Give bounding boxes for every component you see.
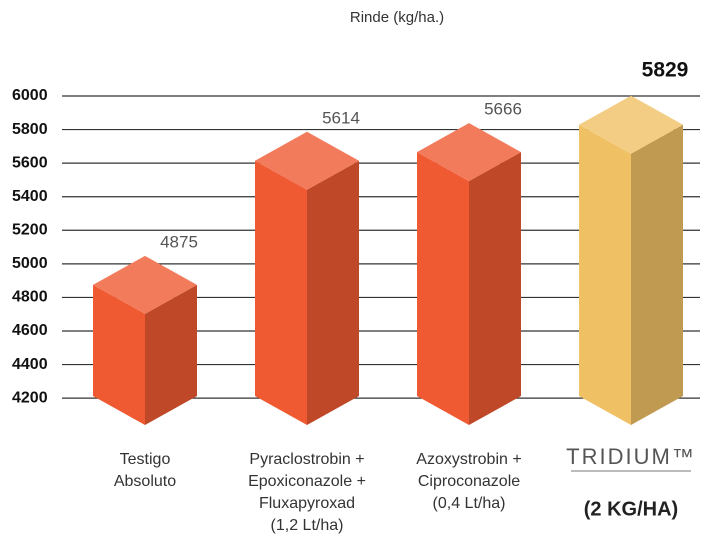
y-tick-label: 5600 xyxy=(12,154,48,171)
bar-front xyxy=(93,284,145,425)
x-tick-label: Azoxystrobin + xyxy=(416,451,521,468)
y-tick-label: 4800 xyxy=(12,289,48,306)
x-tick-label: Absoluto xyxy=(114,473,176,490)
x-tick-label: (2 KG/HA) xyxy=(584,498,678,520)
bar-top xyxy=(579,95,683,154)
value-label: 5666 xyxy=(484,100,522,119)
x-tick-label: (1,2 Lt/ha) xyxy=(271,517,344,534)
y-tick-label: 5400 xyxy=(12,188,48,205)
bar-top xyxy=(255,131,359,190)
bar-side xyxy=(307,160,359,426)
y-tick-label: 4600 xyxy=(12,322,48,339)
x-tick-label: Fluxapyroxad xyxy=(259,495,355,512)
bar xyxy=(579,95,683,425)
bar-side xyxy=(145,284,197,425)
value-label: 5614 xyxy=(322,108,360,127)
y-tick-label: 6000 xyxy=(12,87,48,104)
chart-title: Rinde (kg/ha.) xyxy=(350,9,444,26)
x-tick-label: (0,4 Lt/ha) xyxy=(433,495,506,512)
bar-front xyxy=(417,152,469,426)
x-tick-label: Epoxiconazole + xyxy=(248,473,366,490)
y-tick-label: 5000 xyxy=(12,255,48,272)
y-tick-label: 5800 xyxy=(12,121,48,138)
value-label: 4875 xyxy=(160,232,198,251)
bar-top xyxy=(93,255,197,314)
y-tick-label: 5200 xyxy=(12,222,48,239)
bar xyxy=(255,131,359,426)
brand-logo: TRIDIUM™ xyxy=(566,444,696,469)
x-tick-label: Ciproconazole xyxy=(418,473,520,490)
y-tick-label: 4200 xyxy=(12,389,48,406)
bar-side xyxy=(469,152,521,426)
bar-side xyxy=(631,124,683,425)
x-tick-label: Pyraclostrobin + xyxy=(249,451,364,468)
x-tick-label: Testigo xyxy=(120,451,171,468)
bar-top xyxy=(417,123,521,182)
value-label: 5829 xyxy=(642,58,689,81)
bar-front xyxy=(579,124,631,425)
bar xyxy=(93,255,197,425)
y-tick-label: 4400 xyxy=(12,356,48,373)
bar xyxy=(417,123,521,426)
bar-front xyxy=(255,160,307,426)
